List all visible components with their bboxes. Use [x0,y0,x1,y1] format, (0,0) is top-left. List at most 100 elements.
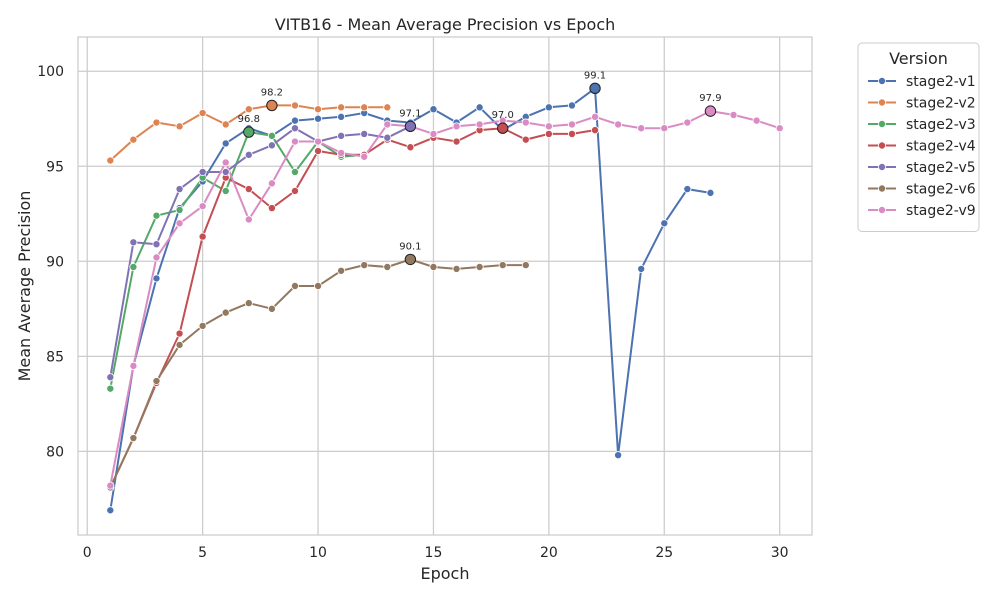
data-point-stage2-v9 [614,120,623,129]
data-point-stage2-v9 [452,122,461,131]
data-point-stage2-v6 [337,266,346,275]
data-point-stage2-v2 [314,105,323,114]
data-point-stage2-v3 [267,131,276,140]
y-axis-label: Mean Average Precision [15,191,34,382]
data-point-stage2-v1 [152,274,161,283]
data-point-stage2-v6 [175,340,184,349]
data-point-stage2-v6 [129,434,138,443]
data-point-stage2-v6 [290,281,299,290]
data-point-stage2-v5 [267,141,276,150]
data-point-stage2-v2 [221,120,230,129]
data-point-stage2-v5 [360,129,369,138]
data-point-stage2-v1 [660,219,669,228]
data-point-stage2-v4 [591,126,600,135]
data-point-stage2-v9 [544,122,553,131]
data-point-stage2-v6 [221,308,230,317]
data-point-stage2-v4 [452,137,461,146]
data-point-stage2-v9 [198,202,207,211]
data-point-stage2-v4 [267,204,276,213]
data-point-stage2-v5 [106,373,115,382]
x-tick-label: 0 [83,545,92,561]
series-line-stage2-v5 [109,125,411,378]
legend-label-stage2-v5: stage2-v5 [906,160,976,176]
data-point-stage2-v4 [544,129,553,138]
data-point-stage2-v1 [314,114,323,123]
best-marker-stage2-v5 [404,120,417,133]
x-tick-label: 25 [655,545,673,561]
series-line-stage2-v4 [109,127,596,488]
best-marker-stage2-v6 [404,253,417,266]
data-point-stage2-v2 [129,135,138,144]
data-point-stage2-v9 [244,215,253,224]
data-point-stage2-v6 [152,377,161,386]
data-point-stage2-v9 [221,158,230,167]
best-label-stage2-v3: 96.8 [238,114,260,125]
data-point-stage2-v2 [383,103,392,112]
legend-label-stage2-v6: stage2-v6 [906,182,976,198]
grid [78,37,812,535]
data-point-stage2-v3 [106,384,115,393]
data-point-stage2-v4 [198,232,207,241]
data-point-stage2-v5 [383,133,392,142]
data-point-stage2-v4 [521,135,530,144]
data-point-stage2-v1 [706,188,715,197]
data-point-stage2-v1 [290,116,299,125]
data-point-stage2-v6 [314,281,323,290]
series-line-stage2-v1 [109,87,711,511]
legend-label-stage2-v2: stage2-v2 [906,96,976,112]
data-point-stage2-v5 [152,240,161,249]
x-tick-label: 5 [198,545,207,561]
data-point-stage2-v9 [175,219,184,228]
x-tick-label: 10 [309,545,327,561]
data-point-stage2-v9 [752,116,761,125]
data-point-stage2-v9 [683,118,692,127]
data-point-stage2-v1 [567,101,576,110]
best-label-stage2-v4: 97.0 [492,110,514,121]
data-point-stage2-v2 [337,103,346,112]
data-point-stage2-v1 [106,506,115,515]
best-label-stage2-v2: 98.2 [261,87,283,98]
data-point-stage2-v9 [637,124,646,133]
data-point-stage2-v5 [337,131,346,140]
y-tick-label: 100 [37,64,64,80]
data-point-stage2-v9 [521,118,530,127]
data-point-stage2-v1 [429,105,438,114]
y-tick-labels: 80 85 90 95 100 [37,64,64,460]
data-point-stage2-v3 [152,211,161,220]
data-point-stage2-v1 [637,264,646,273]
x-tick-label: 15 [425,545,443,561]
legend-label-stage2-v4: stage2-v4 [906,139,976,155]
data-point-stage2-v9 [106,481,115,490]
best-marker-stage2-v2 [266,99,278,112]
data-point-stage2-v3 [129,262,138,271]
data-point-stage2-v3 [290,167,299,176]
data-point-stage2-v2 [152,118,161,127]
data-point-stage2-v9 [267,179,276,188]
data-point-stage2-v4 [244,185,253,194]
data-point-stage2-v5 [198,167,207,176]
data-point-stage2-v1 [221,139,230,148]
y-tick-label: 90 [46,254,64,270]
data-point-stage2-v6 [498,261,507,270]
data-point-stage2-v9 [152,253,161,262]
data-point-stage2-v9 [129,361,138,370]
data-point-stage2-v6 [429,262,438,271]
data-point-stage2-v5 [129,238,138,247]
y-tick-label: 85 [46,349,64,365]
best-label-stage2-v5: 97.1 [399,108,421,119]
data-point-stage2-v9 [314,137,323,146]
x-tick-labels: 0 5 10 15 20 25 30 [83,545,789,561]
data-point-stage2-v9 [383,120,392,129]
chart-title: VITB16 - Mean Average Precision vs Epoch [275,15,616,34]
best-label-stage2-v9: 97.9 [699,93,721,104]
data-point-stage2-v5 [290,124,299,133]
data-point-stage2-v9 [591,112,600,121]
data-point-stage2-v2 [175,122,184,131]
legend-marker-stage2-v4 [878,141,887,150]
data-point-stage2-v2 [244,105,253,114]
data-point-stage2-v6 [244,299,253,308]
best-marker-stage2-v3 [243,126,255,138]
best-marker-stage2-v1 [589,82,601,95]
data-point-stage2-v6 [360,261,369,270]
data-point-stage2-v6 [475,262,484,271]
